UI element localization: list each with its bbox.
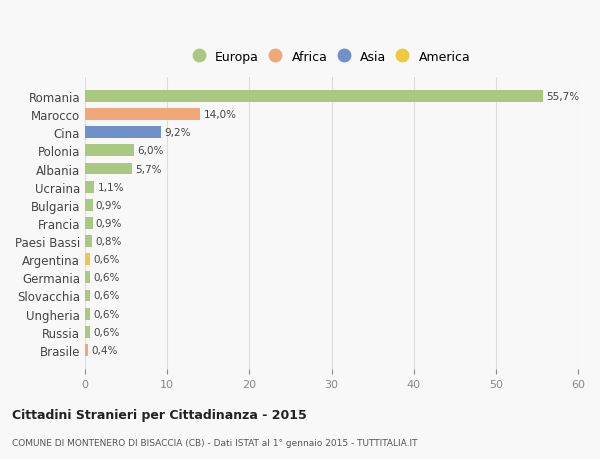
Bar bbox=[85, 127, 161, 139]
Legend: Europa, Africa, Asia, America: Europa, Africa, Asia, America bbox=[188, 46, 475, 69]
Text: 6,0%: 6,0% bbox=[137, 146, 164, 156]
Bar bbox=[85, 200, 92, 211]
Bar bbox=[85, 235, 92, 247]
Text: 0,6%: 0,6% bbox=[94, 255, 120, 265]
Text: 0,9%: 0,9% bbox=[96, 201, 122, 210]
Bar bbox=[85, 254, 90, 265]
Text: COMUNE DI MONTENERO DI BISACCIA (CB) - Dati ISTAT al 1° gennaio 2015 - TUTTITALI: COMUNE DI MONTENERO DI BISACCIA (CB) - D… bbox=[12, 438, 418, 447]
Text: 0,9%: 0,9% bbox=[96, 218, 122, 229]
Bar bbox=[85, 290, 90, 302]
Bar bbox=[85, 344, 88, 356]
Text: 1,1%: 1,1% bbox=[97, 182, 124, 192]
Bar bbox=[85, 308, 90, 320]
Bar bbox=[85, 218, 92, 230]
Text: Cittadini Stranieri per Cittadinanza - 2015: Cittadini Stranieri per Cittadinanza - 2… bbox=[12, 408, 307, 421]
Bar bbox=[85, 272, 90, 284]
Text: 55,7%: 55,7% bbox=[546, 92, 579, 102]
Text: 5,7%: 5,7% bbox=[135, 164, 162, 174]
Bar bbox=[85, 163, 132, 175]
Text: 0,4%: 0,4% bbox=[92, 345, 118, 355]
Text: 0,8%: 0,8% bbox=[95, 236, 121, 246]
Bar bbox=[85, 326, 90, 338]
Bar bbox=[85, 91, 542, 103]
Bar bbox=[85, 181, 94, 193]
Text: 0,6%: 0,6% bbox=[94, 273, 120, 283]
Text: 0,6%: 0,6% bbox=[94, 309, 120, 319]
Text: 0,6%: 0,6% bbox=[94, 327, 120, 337]
Text: 0,6%: 0,6% bbox=[94, 291, 120, 301]
Bar bbox=[85, 145, 134, 157]
Text: 9,2%: 9,2% bbox=[164, 128, 190, 138]
Bar bbox=[85, 109, 200, 121]
Text: 14,0%: 14,0% bbox=[203, 110, 236, 120]
